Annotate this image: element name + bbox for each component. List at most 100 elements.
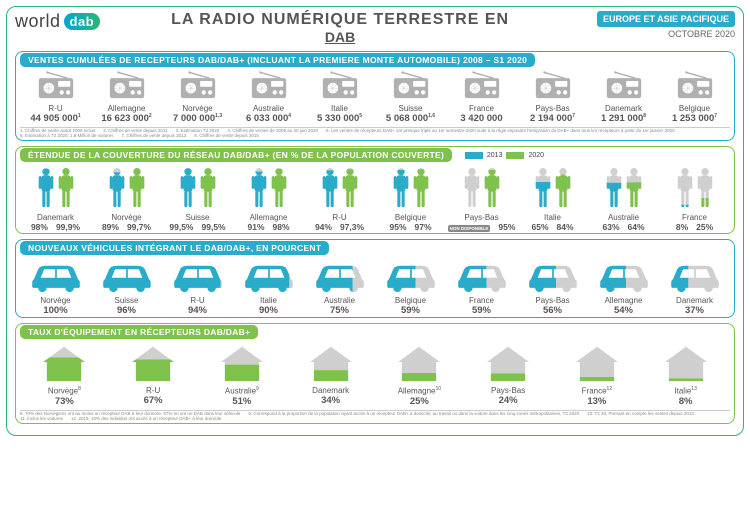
sales-row: R-U 44 905 0001 Allemagne 16 623 0002 <box>20 71 730 124</box>
radio-icon <box>389 71 433 101</box>
house-icon <box>305 343 357 383</box>
sales-item: Australie 6 033 0004 <box>233 71 304 124</box>
person-pair-icon <box>107 166 147 210</box>
coverage-item: Allemagne 91%98% <box>233 166 304 232</box>
vehicles-row: Norvège 100% Suisse 96% <box>20 259 730 316</box>
date-label: OCTOBRE 2020 <box>580 29 735 39</box>
coverage-values: 99,5%99,5% <box>162 222 233 232</box>
logo-text-a: world <box>15 11 61 32</box>
panel-sales-title: VENTES CUMULÉES DE RECEPTEURS DAB/DAB+ (… <box>20 53 535 67</box>
sales-item: Norvège 7 000 0001,3 <box>162 71 233 124</box>
person-pair-icon <box>533 166 573 210</box>
country-label: Suisse <box>91 296 162 305</box>
sales-item: Danemark 1 291 0008 <box>588 71 659 124</box>
person-pair-icon <box>36 166 76 210</box>
infographic-frame: world dab LA RADIO NUMÉRIQUE TERRESTRE E… <box>6 6 744 436</box>
house-icon <box>660 343 712 383</box>
car-icon <box>26 259 86 293</box>
header: world dab LA RADIO NUMÉRIQUE TERRESTRE E… <box>15 11 735 47</box>
country-label: Norvège <box>20 296 91 305</box>
vehicle-value: 54% <box>588 305 659 316</box>
house-icon <box>571 343 623 383</box>
car-icon <box>452 259 512 293</box>
panel-household: TAUX D'ÉQUIPEMENT EN RÉCEPTEURS DAB/DAB+… <box>15 323 735 424</box>
sales-value: 6 033 0004 <box>233 113 304 124</box>
car-icon <box>168 259 228 293</box>
country-label: Italie <box>517 213 588 222</box>
country-label: R-U <box>20 104 91 113</box>
vehicle-item: Pays-Bas 56% <box>517 259 588 316</box>
coverage-item: R-U 94%97,3% <box>304 166 375 232</box>
country-label: R-U <box>304 213 375 222</box>
person-pair-icon <box>675 166 715 210</box>
coverage-legend: 2013 2020 <box>465 152 544 159</box>
coverage-item: Italie 65%84% <box>517 166 588 232</box>
house-icon <box>216 343 268 383</box>
coverage-item: Norvège 89%99,7% <box>91 166 162 232</box>
country-label: Australie <box>233 104 304 113</box>
household-item: Australie9 51% <box>198 343 287 407</box>
person-pair-icon <box>249 166 289 210</box>
car-icon <box>97 259 157 293</box>
country-label: Australie9 <box>198 386 287 396</box>
country-label: Italie <box>233 296 304 305</box>
person-pair-icon <box>462 166 502 210</box>
household-value: 13% <box>553 396 642 407</box>
logo-pill: dab <box>64 13 101 30</box>
coverage-item: Suisse 99,5%99,5% <box>162 166 233 232</box>
household-row: Norvège8 73% R-U 67% Australie9 51% <box>20 343 730 407</box>
radio-icon <box>247 71 291 101</box>
country-label: Suisse <box>162 213 233 222</box>
car-icon <box>239 259 299 293</box>
panel-vehicles: NOUVEAUX VÉHICULES INTÉGRANT LE DAB/DAB+… <box>15 239 735 318</box>
radio-icon <box>34 71 78 101</box>
country-label: Allemagne <box>233 213 304 222</box>
panel-sales: VENTES CUMULÉES DE RECEPTEURS DAB/DAB+ (… <box>15 51 735 141</box>
panel-coverage: ÉTENDUE DE LA COUVERTURE DU RÉSEAU DAB/D… <box>15 146 735 234</box>
household-value: 51% <box>198 396 287 407</box>
coverage-row: Danemark 98%99,9% <box>20 166 730 232</box>
car-icon <box>310 259 370 293</box>
coverage-item: Pays-Bas NON DISPONIBLE95% <box>446 166 517 232</box>
person-pair-icon <box>178 166 218 210</box>
coverage-values: 94%97,3% <box>304 222 375 232</box>
country-label: Allemagne10 <box>375 386 464 396</box>
country-label: France <box>659 213 730 222</box>
title-line1: LA RADIO NUMÉRIQUE TERRESTRE EN <box>110 11 570 29</box>
country-label: Danemark <box>588 104 659 113</box>
legend-swatch-2020 <box>506 152 524 159</box>
household-value: 67% <box>109 395 198 406</box>
sales-item: Italie 5 330 0005 <box>304 71 375 124</box>
country-label: Pays-Bas <box>464 386 553 395</box>
country-label: Danemark <box>659 296 730 305</box>
country-label: Pays-Bas <box>517 296 588 305</box>
sales-footnotes: 1. Chiffres de vente avant 2008 inclus2.… <box>20 127 730 139</box>
country-label: Australie <box>588 213 659 222</box>
vehicle-item: Italie 90% <box>233 259 304 316</box>
vehicle-item: Suisse 96% <box>91 259 162 316</box>
radio-icon <box>673 71 717 101</box>
country-label: Danemark <box>286 386 375 395</box>
country-label: Norvège <box>162 104 233 113</box>
radio-icon <box>318 71 362 101</box>
sales-item: France 3 420 000 <box>446 71 517 124</box>
country-label: France <box>446 104 517 113</box>
vehicle-value: 59% <box>375 305 446 316</box>
household-item: Italie13 8% <box>641 343 730 407</box>
legend-label-2020: 2020 <box>528 152 544 159</box>
household-item: Norvège8 73% <box>20 343 109 407</box>
vehicle-item: Danemark 37% <box>659 259 730 316</box>
car-icon <box>594 259 654 293</box>
vehicle-value: 100% <box>20 305 91 316</box>
sales-value: 5 330 0005 <box>304 113 375 124</box>
country-label: Suisse <box>375 104 446 113</box>
sales-value: 44 905 0001 <box>20 113 91 124</box>
country-label: France <box>446 296 517 305</box>
radio-icon <box>460 71 504 101</box>
sales-item: Belgique 1 253 0007 <box>659 71 730 124</box>
legend-label-2013: 2013 <box>487 152 503 159</box>
legend-swatch-2013 <box>465 152 483 159</box>
car-icon <box>523 259 583 293</box>
title-wrap: LA RADIO NUMÉRIQUE TERRESTRE EN DAB <box>110 11 570 45</box>
region-tag: EUROPE ET ASIE PACIFIQUE <box>597 11 735 27</box>
